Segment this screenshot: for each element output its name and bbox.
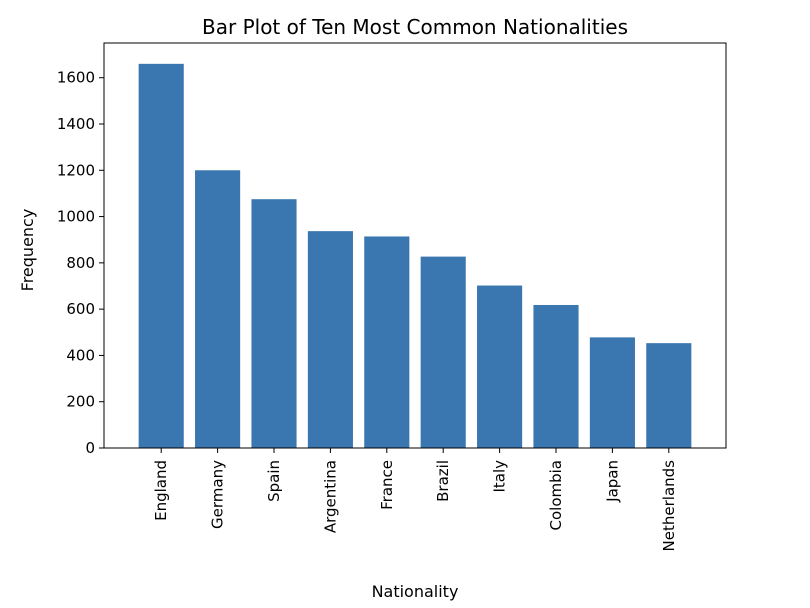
y-axis-label: Frequency	[18, 209, 37, 292]
x-tick-label: England	[152, 460, 170, 521]
x-tick-label: France	[378, 460, 396, 510]
bar-japan	[589, 337, 635, 448]
y-tick-label: 1600	[57, 69, 95, 87]
y-tick-label: 200	[66, 393, 95, 411]
y-tick-label: 400	[66, 346, 95, 364]
bar-netherlands	[646, 343, 692, 448]
bar-brazil	[420, 256, 466, 448]
bar-germany	[195, 170, 241, 449]
x-tick-label: Argentina	[321, 460, 339, 533]
bar-spain	[251, 199, 297, 448]
chart-title: Bar Plot of Ten Most Common Nationalitie…	[202, 15, 628, 39]
x-tick-label: Brazil	[434, 460, 452, 502]
x-tick-label: Italy	[491, 460, 509, 493]
y-tick-label: 600	[66, 300, 95, 318]
x-tick-label: Germany	[209, 460, 227, 529]
y-axis: 0 200 400 600 800 1000 1200 1400 1600	[57, 69, 104, 457]
bar-colombia	[533, 304, 579, 448]
bars-group	[138, 63, 692, 449]
bar-france	[364, 236, 410, 448]
bar-italy	[477, 285, 523, 448]
plot-frame	[103, 42, 727, 449]
y-tick-label: 0	[85, 439, 95, 457]
y-tick-label: 800	[66, 254, 95, 272]
x-axis-label: Nationality	[372, 582, 459, 601]
x-tick-label: Spain	[265, 460, 283, 502]
bar-england	[138, 63, 184, 448]
y-tick-label: 1000	[57, 208, 95, 226]
y-tick-label: 1200	[57, 161, 95, 179]
x-tick-label: Netherlands	[660, 460, 678, 552]
x-tick-label: Colombia	[547, 460, 565, 531]
y-tick-label: 1400	[57, 115, 95, 133]
x-tick-label: Japan	[603, 460, 621, 503]
x-axis: England Germany Spain Argentina France Brazil…	[152, 448, 678, 551]
bar-argentina	[307, 231, 353, 448]
